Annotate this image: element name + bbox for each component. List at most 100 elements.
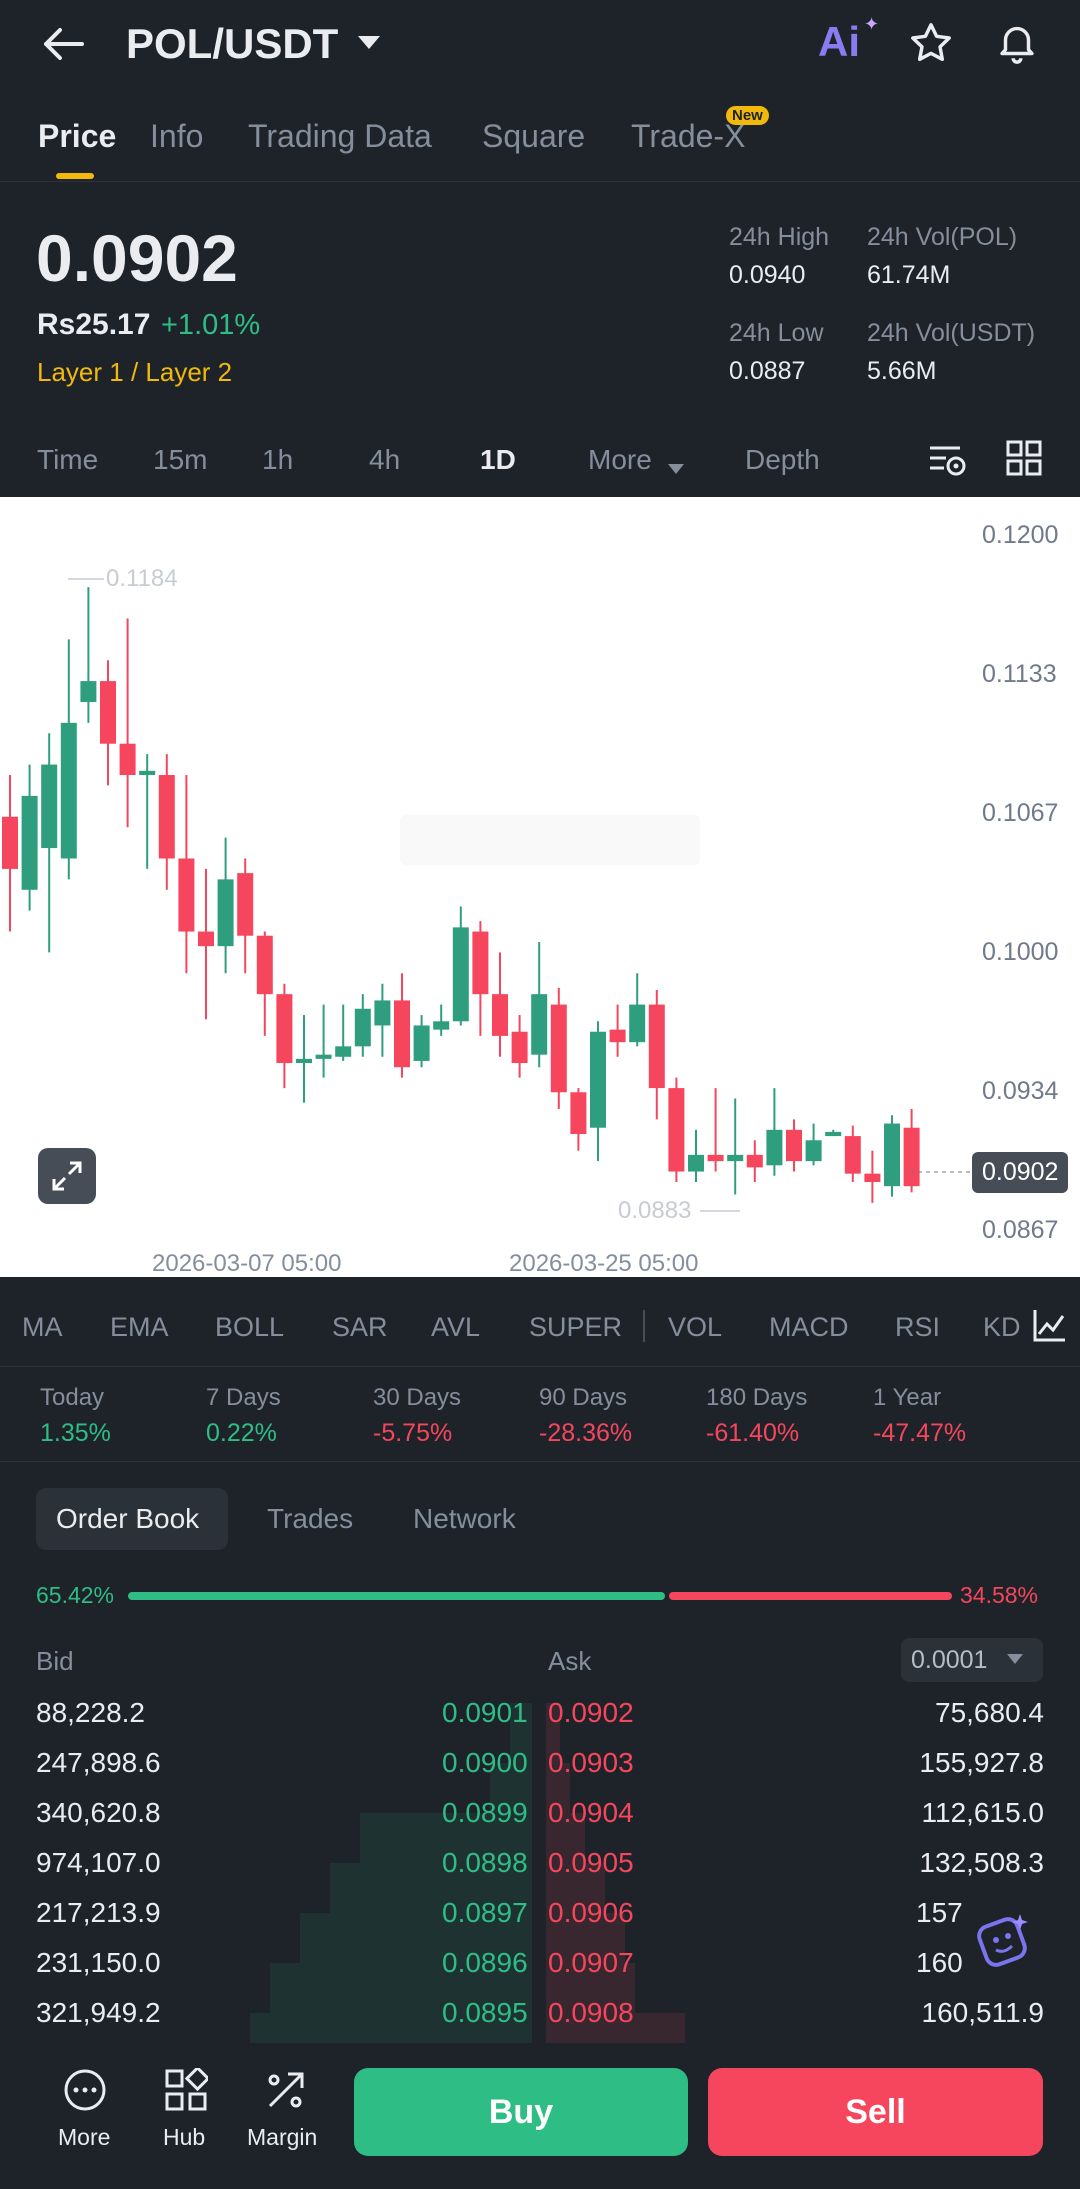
ask-price[interactable]: 0.0903 <box>548 1747 634 1778</box>
period-label: 180 Days <box>706 1384 808 1411</box>
y-tick: 0.0867 <box>982 1216 1059 1244</box>
interval-15m[interactable]: 15m <box>153 444 208 475</box>
tab-network[interactable]: Network <box>413 1503 516 1534</box>
candle-body <box>100 681 116 744</box>
bid-price[interactable]: 0.0895 <box>442 1997 528 2028</box>
min-price-label: 0.0883 <box>618 1197 692 1224</box>
tab-order-book[interactable] <box>36 1488 228 1550</box>
more-button[interactable]: More <box>40 2068 130 2168</box>
hub-button[interactable]: Hub <box>140 2068 230 2168</box>
ask-qty: 155,927.8 <box>919 1747 1044 1778</box>
tab-info[interactable]: Info <box>150 118 204 154</box>
divider <box>0 1366 1080 1367</box>
caret-down-icon[interactable] <box>356 34 382 57</box>
candle-body <box>472 931 489 995</box>
low-label: 24h Low <box>729 319 824 347</box>
pair-title[interactable]: POL/USDT <box>126 20 339 67</box>
candle-body <box>786 1129 802 1162</box>
star-icon[interactable] <box>908 20 954 71</box>
candle-body <box>374 1000 391 1026</box>
bid-qty: 974,107.0 <box>36 1847 161 1878</box>
interval-1d[interactable]: 1D <box>480 444 516 475</box>
candlestick-chart[interactable]: 0.1200 0.1133 0.1067 0.1000 0.0934 0.086… <box>0 497 1080 1277</box>
ask-price[interactable]: 0.0902 <box>548 1697 634 1728</box>
bid-price[interactable]: 0.0897 <box>442 1897 528 1928</box>
tab-square[interactable]: Square <box>482 118 586 154</box>
ask-header: Ask <box>548 1646 592 1676</box>
x-tick: 2026-03-25 05:00 <box>509 1250 699 1277</box>
ask-price[interactable]: 0.0908 <box>548 1997 634 2028</box>
ask-qty: 157 <box>916 1897 963 1928</box>
chart-settings-icon[interactable] <box>928 440 968 487</box>
interval-4h[interactable]: 4h <box>369 444 401 475</box>
indicator-rsi[interactable]: RSI <box>895 1312 941 1342</box>
bid-qty: 88,228.2 <box>36 1697 145 1728</box>
expand-chart-icon[interactable] <box>38 1148 96 1204</box>
period-value: 1.35% <box>40 1419 111 1447</box>
candle-body <box>492 994 508 1036</box>
candle-body <box>844 1136 861 1174</box>
max-price-label: 0.1184 <box>106 565 178 592</box>
indicator-settings-icon[interactable] <box>1020 1300 1080 1350</box>
tab-trading-data[interactable]: Trading Data <box>248 118 432 154</box>
ask-qty: 160 <box>916 1947 963 1978</box>
indicator-sar[interactable]: SAR <box>332 1312 388 1342</box>
precision-select[interactable]: 0.0001 <box>901 1638 1043 1682</box>
period-value: -47.47% <box>873 1419 967 1447</box>
ask-depth-shade <box>540 1703 1080 2043</box>
margin-button[interactable]: Margin <box>240 2068 330 2168</box>
tab-trade-x[interactable]: Trade-X <box>631 118 746 154</box>
interval-depth[interactable]: Depth <box>745 444 820 475</box>
bid-price[interactable]: 0.0898 <box>442 1847 528 1878</box>
indicator-macd[interactable]: MACD <box>769 1312 849 1342</box>
interval-more[interactable]: More <box>588 444 652 475</box>
indicator-kd[interactable]: KD <box>983 1312 1021 1342</box>
tab-price[interactable]: Price <box>38 118 117 154</box>
assistant-icon[interactable] <box>970 1910 1040 1974</box>
buy-button[interactable]: Buy <box>354 2068 688 2156</box>
indicator-ma[interactable]: MA <box>22 1312 63 1342</box>
bell-icon[interactable] <box>994 18 1040 71</box>
precision-value: 0.0001 <box>911 1646 988 1674</box>
ask-price[interactable]: 0.0904 <box>548 1797 634 1828</box>
interval-1h[interactable]: 1h <box>262 444 294 475</box>
ask-qty: 75,680.4 <box>935 1697 1044 1728</box>
indicator-ema[interactable]: EMA <box>110 1312 169 1342</box>
indicator-boll[interactable]: BOLL <box>215 1312 285 1342</box>
tab-trades[interactable]: Trades <box>267 1503 354 1534</box>
candle-body <box>237 873 254 936</box>
candle-body <box>217 879 234 947</box>
indicator-avl[interactable]: AVL <box>431 1312 481 1342</box>
bid-price[interactable]: 0.0900 <box>442 1747 528 1778</box>
fiat-price: Rs25.17 <box>37 308 151 341</box>
candle-body <box>21 795 38 890</box>
candle-body <box>80 681 97 702</box>
y-tick: 0.1000 <box>982 938 1059 966</box>
indicator-vol[interactable]: VOL <box>668 1312 723 1342</box>
vol-pol-value: 61.74M <box>867 261 951 289</box>
candle-body <box>394 1000 410 1068</box>
interval-time[interactable]: Time <box>37 444 99 475</box>
grid-layout-icon[interactable] <box>1006 440 1042 483</box>
back-arrow-icon[interactable] <box>38 22 88 66</box>
sell-button[interactable]: Sell <box>708 2068 1043 2156</box>
margin-label: Margin <box>247 2124 318 2150</box>
indicator-divider <box>643 1310 645 1342</box>
candle-body <box>511 1031 528 1064</box>
ai-icon[interactable]: Ai ✦ <box>818 14 880 65</box>
bid-price[interactable]: 0.0901 <box>442 1697 528 1728</box>
period-label: 1 Year <box>873 1384 942 1411</box>
ask-ratio: 34.58% <box>960 1582 1039 1608</box>
caret-down-icon <box>666 451 686 483</box>
bid-price[interactable]: 0.0896 <box>442 1947 528 1978</box>
ask-price[interactable]: 0.0906 <box>548 1897 634 1928</box>
bid-price[interactable]: 0.0899 <box>442 1797 528 1828</box>
ask-price[interactable]: 0.0907 <box>548 1947 634 1978</box>
indicator-super[interactable]: SUPER <box>529 1312 623 1342</box>
candle-body <box>668 1088 685 1172</box>
candle-body <box>825 1131 842 1137</box>
ask-ratio-bar <box>669 1592 952 1600</box>
ask-price[interactable]: 0.0905 <box>548 1847 634 1878</box>
category-tags[interactable]: Layer 1 / Layer 2 <box>37 357 233 387</box>
y-tick: 0.1133 <box>982 660 1057 688</box>
